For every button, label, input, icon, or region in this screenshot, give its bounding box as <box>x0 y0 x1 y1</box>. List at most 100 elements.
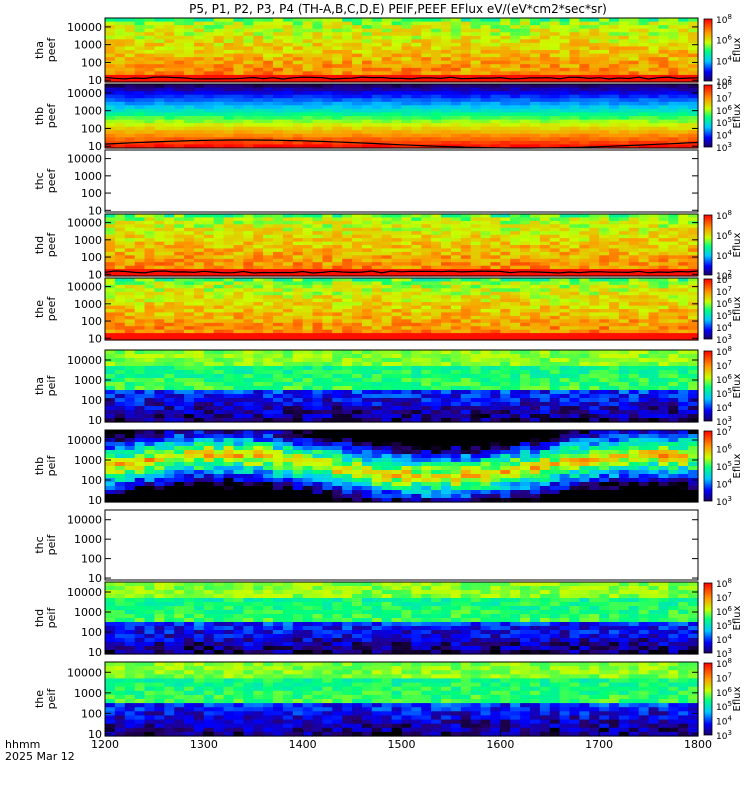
y-tick-label: 100 <box>81 122 102 135</box>
y-tick-label: 1000 <box>74 170 102 183</box>
y-tick-label: 1000 <box>74 454 102 467</box>
colorbar <box>703 582 713 654</box>
colorbar-tick-label: 105 <box>716 619 732 632</box>
colorbar-tick-label: 104 <box>716 633 732 646</box>
colorbar <box>703 18 713 82</box>
colorbar-label: Eflux <box>732 605 743 630</box>
y-tick-label: 100 <box>81 56 102 69</box>
panel-label-probe: thb <box>33 107 46 125</box>
y-tick-label: 10000 <box>67 586 102 599</box>
panel-label-probe: thc <box>33 536 46 553</box>
colorbar-tick-label: 105 <box>716 460 732 473</box>
panel-label-probe: the <box>33 690 46 708</box>
colorbar-tick-label: 107 <box>716 671 732 684</box>
panel-label-probe: tha <box>33 41 46 59</box>
colorbar <box>703 84 713 148</box>
panel-frame <box>104 581 699 655</box>
panel-label-product: peef <box>45 103 58 129</box>
y-tick-label: 10 <box>88 140 102 153</box>
colorbar-tick-label: 104 <box>716 249 732 262</box>
colorbar-tick-label: 105 <box>716 116 732 129</box>
y-tick-label: 1000 <box>74 105 102 118</box>
x-tick-label: 1700 <box>585 738 613 751</box>
colorbar-tick-label: 105 <box>716 700 732 713</box>
x-tick-label: 1400 <box>289 738 317 751</box>
threshold-line <box>104 270 699 274</box>
colorbar-label: Eflux <box>732 686 743 711</box>
x-axis-label-units: hhmm <box>5 738 40 751</box>
spectrogram-image <box>105 84 699 149</box>
spectrogram-image <box>105 350 699 423</box>
colorbar-tick-label: 108 <box>716 13 732 26</box>
colorbar <box>703 350 713 422</box>
spectrogram-image <box>105 430 699 503</box>
y-tick-label: 100 <box>81 251 102 264</box>
chart-title: P5, P1, P2, P3, P4 (TH-A,B,C,D,E) PEIF,P… <box>189 2 607 16</box>
panel-label-probe: the <box>33 300 46 318</box>
y-tick-label: 10000 <box>67 87 102 100</box>
y-tick-label: 1000 <box>74 234 102 247</box>
panel-label-product: peef <box>45 296 58 322</box>
panel-thc_peif: 10 100 1000 10000 thc peif <box>33 509 699 585</box>
x-tick-label: 1600 <box>486 738 514 751</box>
colorbar-tick-label: 106 <box>716 443 732 456</box>
colorbar-tick-label: 108 <box>716 345 732 358</box>
y-tick-label: 1000 <box>74 687 102 700</box>
spectrogram-image <box>105 278 699 341</box>
panel-frame <box>104 277 699 341</box>
colorbar-label: Eflux <box>732 373 743 398</box>
spectrogram-image <box>105 214 699 277</box>
x-tick-label: 1300 <box>190 738 218 751</box>
y-tick-label: 100 <box>81 315 102 328</box>
y-tick-label: 10000 <box>67 217 102 230</box>
panel-label-probe: thd <box>33 609 46 627</box>
y-tick-label: 1000 <box>74 533 102 546</box>
y-tick-label: 10000 <box>67 666 102 679</box>
panel-frame <box>104 17 699 83</box>
colorbar-tick-label: 103 <box>716 141 732 154</box>
y-tick-label: 10000 <box>67 281 102 294</box>
colorbar-tick-label: 105 <box>716 387 732 400</box>
y-tick-label: 100 <box>81 707 102 720</box>
y-tick-label: 100 <box>81 187 102 200</box>
panel-label-product: peif <box>45 375 58 397</box>
panel-label-probe: thb <box>33 457 46 475</box>
y-tick-label: 10 <box>88 204 102 217</box>
colorbar-tick-label: 108 <box>716 209 732 222</box>
colorbar-tick-label: 106 <box>716 34 732 47</box>
x-axis-label-date: 2025 Mar 12 <box>5 750 75 763</box>
panel-thc_peef: 10 100 1000 10000 thc peef <box>33 149 699 217</box>
colorbar-tick-label: 103 <box>716 729 732 742</box>
colorbar-label: Eflux <box>732 232 743 257</box>
colorbar-tick-label: 103 <box>716 495 732 508</box>
colorbar-tick-label: 104 <box>716 401 732 414</box>
y-tick-label: 10 <box>88 646 102 659</box>
panel-frame <box>104 509 699 581</box>
panel-label-probe: thc <box>33 172 46 189</box>
colorbar-tick-label: 106 <box>716 605 732 618</box>
colorbar-tick-label: 106 <box>716 686 732 699</box>
colorbar-tick-label: 106 <box>716 104 732 117</box>
colorbar <box>703 278 713 340</box>
y-tick-label: 10000 <box>67 354 102 367</box>
y-tick-label: 100 <box>81 553 102 566</box>
spectrogram-image <box>105 582 699 655</box>
panel-frame <box>104 349 699 423</box>
colorbar-tick-label: 104 <box>716 478 732 491</box>
y-tick-label: 10000 <box>67 514 102 527</box>
y-tick-label: 10000 <box>67 21 102 34</box>
panel-frame <box>104 149 699 213</box>
panel-label-product: peif <box>45 607 58 629</box>
colorbar-tick-label: 106 <box>716 373 732 386</box>
y-tick-label: 100 <box>81 394 102 407</box>
colorbar <box>703 430 713 502</box>
x-tick-label: 1500 <box>388 738 416 751</box>
y-tick-label: 1000 <box>74 298 102 311</box>
colorbar-tick-label: 106 <box>716 229 732 242</box>
